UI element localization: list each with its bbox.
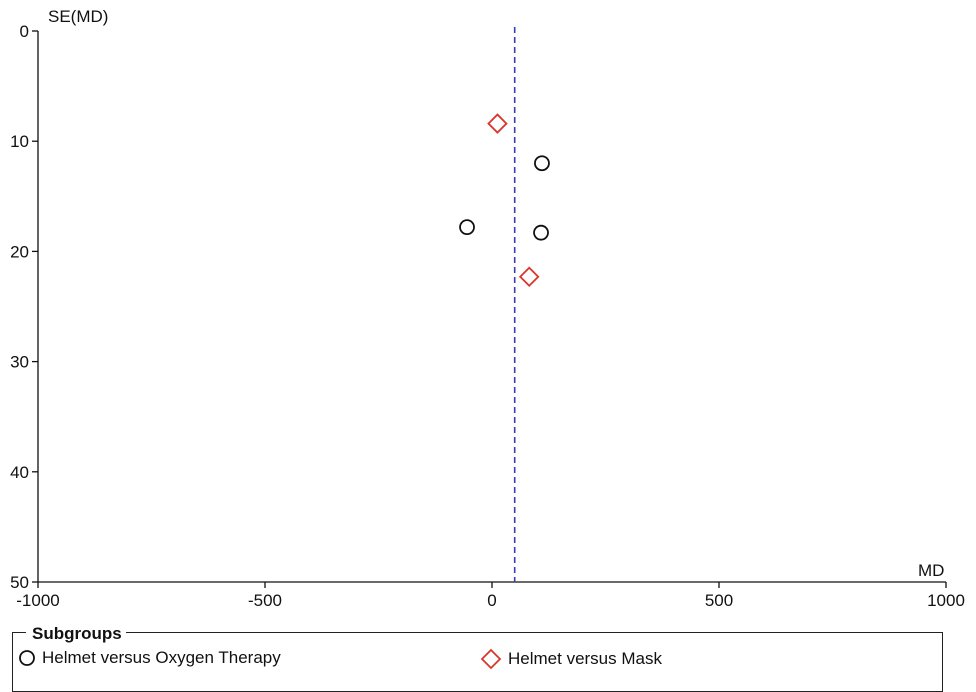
legend-label: Helmet versus Oxygen Therapy	[42, 648, 281, 667]
x-tick-label: -500	[248, 591, 282, 610]
y-tick-label: 10	[10, 132, 29, 151]
legend-item-oxygen-therapy: Helmet versus Oxygen Therapy	[18, 648, 281, 668]
x-tick-label: 500	[705, 591, 733, 610]
y-tick-label: 40	[10, 463, 29, 482]
y-tick-label: 20	[10, 242, 29, 261]
y-axis-title: SE(MD)	[48, 7, 108, 26]
x-axis-title: MD	[918, 561, 944, 580]
diamond-marker-icon	[480, 648, 502, 670]
y-tick-label: 30	[10, 353, 29, 372]
data-point	[533, 224, 549, 241]
legend-label: Helmet versus Mask	[508, 649, 662, 668]
circle-marker-icon	[19, 650, 35, 666]
data-point	[518, 266, 540, 288]
legend-item-mask: Helmet versus Mask	[480, 648, 662, 670]
x-tick-label: 1000	[927, 591, 965, 610]
x-tick-label: 0	[487, 591, 496, 610]
y-tick-label: 0	[20, 22, 29, 41]
data-point	[487, 113, 508, 134]
data-point	[459, 219, 475, 236]
data-point	[534, 155, 550, 172]
y-tick-label: 50	[10, 573, 29, 592]
legend-title: Subgroups	[26, 624, 126, 644]
x-tick-label: -1000	[16, 591, 59, 610]
funnel-plot: 0 10 20 30 40 50 -1000 -500 0 500 1000 SE(MD) MD	[10, 7, 965, 610]
